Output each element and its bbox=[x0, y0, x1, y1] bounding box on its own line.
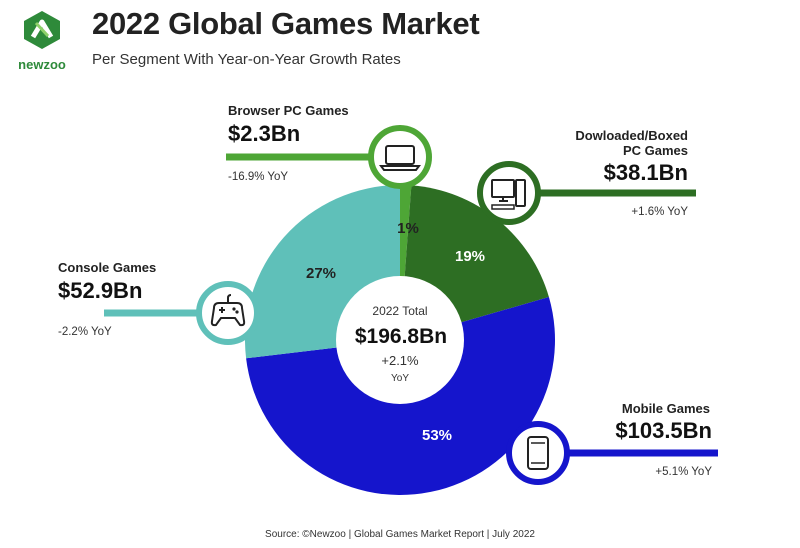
slice-label-browser: 1% bbox=[397, 220, 419, 237]
segment-yoy-browser: -16.9% YoY bbox=[228, 171, 289, 183]
center-total-label: 2022 Total bbox=[372, 304, 427, 318]
segment-name-mobile: Mobile Games bbox=[621, 401, 710, 416]
newzoo-logo-icon bbox=[24, 11, 60, 49]
smartphone-icon bbox=[506, 421, 570, 485]
source-note: Source: ©Newzoo | Global Games Market Re… bbox=[265, 529, 535, 540]
center-total-growth-unit: YoY bbox=[391, 373, 409, 384]
segment-name-pc: Dowloaded/Boxed bbox=[575, 128, 688, 143]
slice-label-console: 27% bbox=[306, 265, 336, 282]
donut-hole bbox=[336, 276, 464, 404]
segment-name-console: Console Games bbox=[58, 260, 157, 275]
center-total-growth: +2.1% bbox=[381, 353, 419, 368]
logo-wordmark: newzoo bbox=[18, 57, 66, 72]
segment-yoy-console: -2.2% YoY bbox=[58, 326, 112, 338]
segment-value-console: $52.9Bn bbox=[58, 278, 143, 303]
segment-value-pc: $38.1Bn bbox=[603, 160, 688, 185]
segment-value-browser: $2.3Bn bbox=[228, 121, 301, 146]
chart-title: 2022 Global Games Market bbox=[92, 6, 480, 41]
segment-yoy-mobile: +5.1% YoY bbox=[655, 466, 712, 478]
desktop-pc-icon bbox=[477, 161, 541, 225]
segment-value-mobile: $103.5Bn bbox=[615, 418, 712, 443]
newzoo-logo: newzoo bbox=[16, 10, 68, 72]
slice-label-pc: 19% bbox=[455, 248, 485, 265]
slice-label-mobile: 53% bbox=[422, 427, 452, 444]
laptop-icon bbox=[368, 125, 432, 189]
center-total-value: $196.8Bn bbox=[355, 325, 447, 348]
chart-subtitle: Per Segment With Year-on-Year Growth Rat… bbox=[92, 51, 401, 68]
segment-yoy-pc: +1.6% YoY bbox=[631, 206, 688, 218]
segment-name-browser: Browser PC Games bbox=[228, 103, 349, 118]
gamepad-icon bbox=[196, 281, 260, 345]
segment-name-pc-line2: PC Games bbox=[622, 143, 688, 158]
